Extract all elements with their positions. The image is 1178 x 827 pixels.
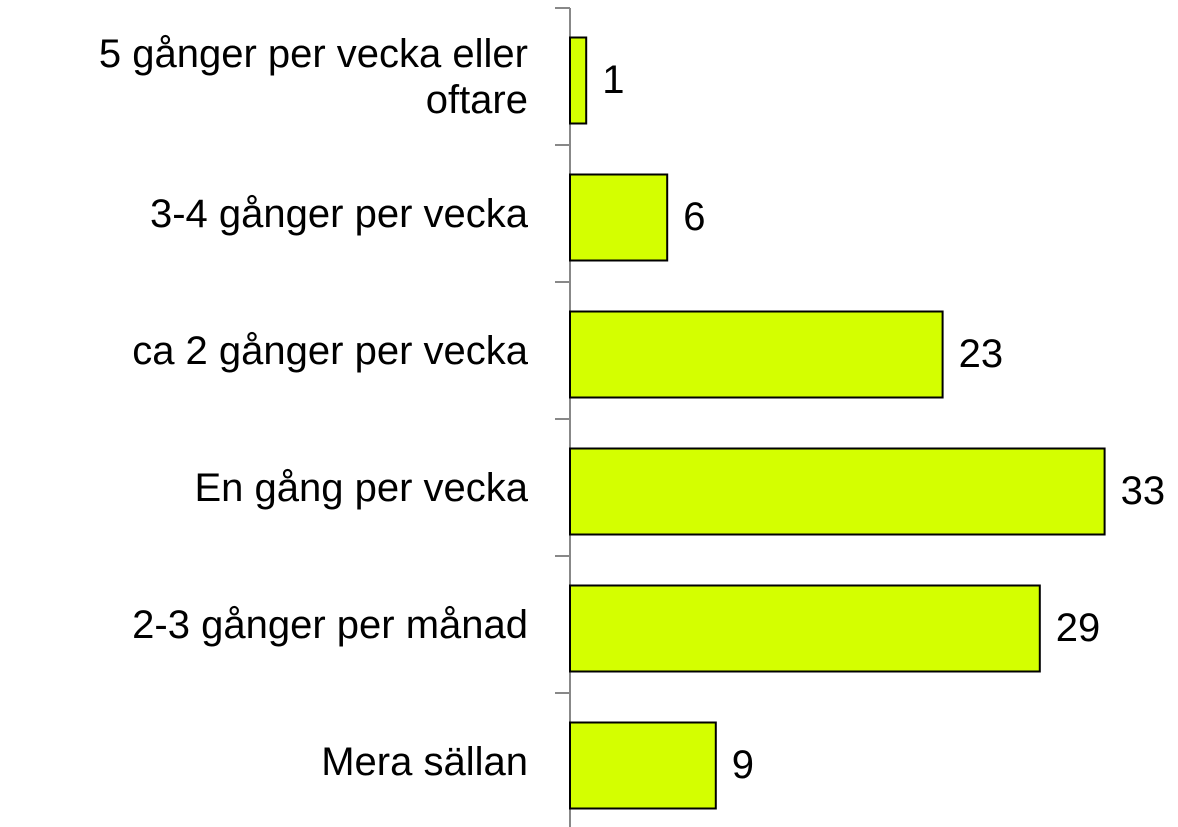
category-label: 2-3 gånger per månad [132, 602, 528, 647]
bar [569, 310, 944, 399]
bar [569, 36, 588, 125]
data-label: 29 [1056, 606, 1101, 650]
bar [569, 447, 1106, 536]
data-label: 6 [683, 195, 705, 239]
category-label: Mera sällan [321, 739, 528, 784]
bar [569, 721, 717, 810]
data-label: 33 [1121, 469, 1166, 513]
data-label: 1 [602, 58, 624, 102]
category-label: En gång per vecka [194, 465, 528, 510]
data-label: 23 [959, 332, 1004, 376]
category-label: 3-4 gånger per vecka [149, 191, 528, 236]
data-label: 9 [732, 743, 754, 787]
category-label: ca 2 gånger per vecka [132, 328, 528, 373]
bar [569, 173, 669, 262]
bar [569, 584, 1041, 673]
category-label: 5 gånger per vecka eller oftare [98, 31, 528, 122]
